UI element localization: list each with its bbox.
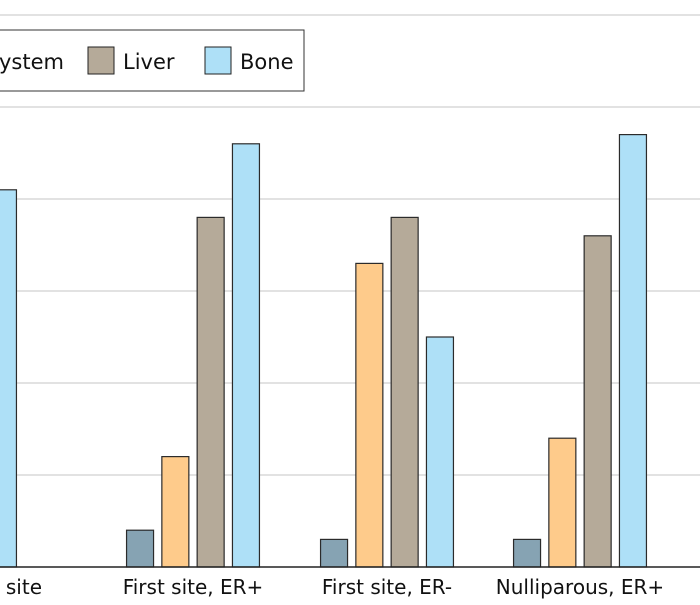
bar — [618, 134, 648, 568]
bar — [125, 529, 155, 568]
legend-swatch-liver — [87, 46, 115, 75]
bar — [355, 262, 384, 568]
legend-label-partial: ystem — [0, 50, 64, 74]
bar — [231, 143, 261, 568]
bar — [319, 538, 349, 568]
legend-swatch-bone — [204, 46, 232, 75]
bars — [0, 134, 648, 568]
x-tick-labels: site First site, ER+ First site, ER- Nullip… — [6, 575, 664, 599]
x-tick-label: site — [6, 575, 42, 599]
x-tick-label: First site, ER+ — [123, 575, 264, 599]
bar — [390, 216, 419, 568]
legend-label-liver: Liver — [123, 50, 175, 74]
legend: ystem Liver Bone — [0, 29, 305, 92]
bar — [512, 538, 542, 568]
bar — [425, 336, 455, 568]
x-tick-label: First site, ER- — [322, 575, 452, 599]
bar — [196, 216, 225, 568]
bar — [548, 437, 577, 568]
bar — [583, 235, 612, 568]
legend-box — [0, 29, 305, 92]
gridlines — [0, 14, 700, 476]
x-tick-label: Nulliparous, ER+ — [496, 575, 664, 599]
bar — [0, 189, 18, 568]
legend-label-bone: Bone — [240, 50, 293, 74]
bar — [161, 456, 190, 568]
